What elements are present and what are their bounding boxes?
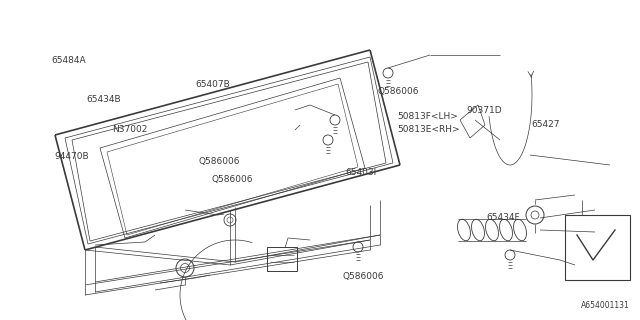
Ellipse shape [500,219,513,241]
Text: Q586006: Q586006 [342,272,384,281]
Text: Q586006: Q586006 [198,157,240,166]
Text: 65434B: 65434B [86,95,121,104]
Ellipse shape [513,219,527,241]
FancyBboxPatch shape [267,247,297,271]
Text: N37002: N37002 [112,125,147,134]
Text: 65407B: 65407B [195,80,230,89]
Text: 65403I: 65403I [346,168,377,177]
Text: 94470B: 94470B [54,152,89,161]
Text: Q586006: Q586006 [378,87,419,96]
Ellipse shape [458,219,470,241]
Text: 65484A: 65484A [51,56,86,65]
Ellipse shape [486,219,499,241]
Text: 50813E<RH>: 50813E<RH> [397,125,460,134]
Text: 50813F<LH>: 50813F<LH> [397,112,458,121]
Text: 65434F: 65434F [486,213,520,222]
Ellipse shape [472,219,484,241]
Text: 65427: 65427 [531,120,560,129]
Bar [565,215,630,280]
Text: 90371D: 90371D [466,106,502,115]
Text: A654001131: A654001131 [581,301,630,310]
Text: Q586006: Q586006 [211,175,253,184]
